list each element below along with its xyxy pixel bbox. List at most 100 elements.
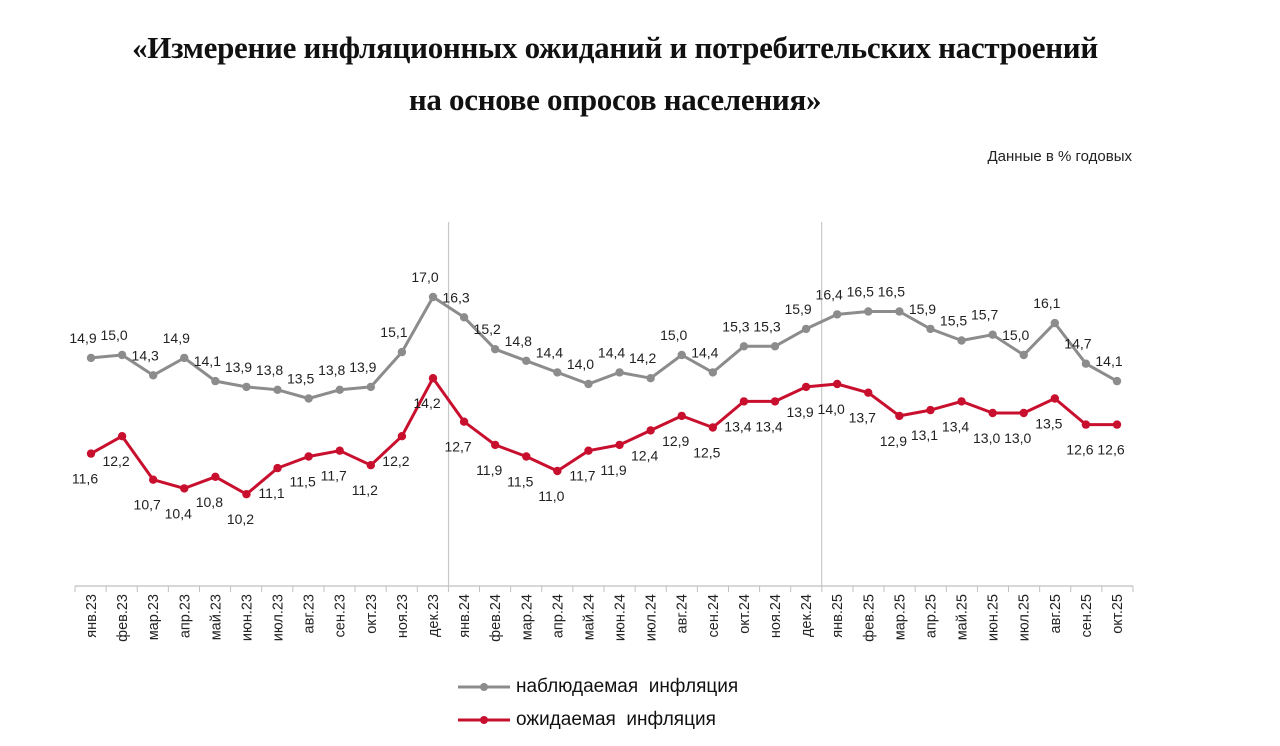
x-tick-label: мар.23 — [146, 594, 162, 640]
data-label-expected: 10,4 — [165, 505, 192, 521]
data-label-observed: 15,0 — [100, 327, 127, 343]
data-point-expected — [615, 440, 624, 450]
series-line-expected — [90, 376, 1117, 496]
x-tick-label: май.24 — [581, 594, 597, 640]
data-point-observed — [1019, 350, 1028, 360]
data-point-expected — [117, 432, 127, 441]
data-label-expected: 13,4 — [724, 418, 751, 434]
data-label-expected: 13,0 — [1004, 430, 1031, 446]
legend-swatch-observed-icon — [458, 683, 510, 691]
x-tick-label: май.23 — [208, 594, 224, 640]
data-point-observed — [304, 394, 313, 403]
data-label-observed: 15,9 — [909, 301, 936, 317]
data-point-expected — [832, 379, 842, 389]
x-tick-label: дек.23 — [426, 594, 442, 637]
data-label-expected: 11,7 — [321, 468, 347, 484]
data-label-observed: 16,5 — [878, 284, 905, 300]
data-label-expected: 14,0 — [818, 401, 845, 417]
data-point-expected — [366, 461, 376, 470]
data-point-expected — [180, 484, 189, 493]
data-point-observed — [708, 368, 718, 377]
x-tick-label: сен.24 — [706, 594, 722, 637]
data-point-expected — [864, 388, 873, 397]
data-point-observed — [615, 368, 624, 377]
data-label-observed: 14,0 — [567, 356, 594, 372]
x-tick-label: дек.24 — [799, 594, 815, 637]
data-point-observed — [490, 345, 500, 354]
x-tick-label: окт.25 — [1110, 594, 1126, 634]
legend-item-expected: ожидаемая инфляция — [456, 709, 716, 731]
x-tick-label: мар.24 — [519, 594, 535, 640]
x-tick-label: авг.25 — [1048, 594, 1064, 633]
x-tick-label: окт.24 — [737, 594, 753, 634]
x-tick-label: сен.23 — [333, 594, 349, 637]
data-label-expected: 11,2 — [352, 482, 378, 498]
data-point-observed — [1050, 318, 1060, 328]
x-tick-label: окт.23 — [364, 594, 380, 634]
data-label-observed: 15,3 — [722, 318, 749, 334]
data-label-expected: 13,5 — [1035, 416, 1062, 432]
data-point-expected — [801, 382, 811, 392]
data-label-observed: 13,8 — [256, 362, 283, 378]
data-point-observed — [397, 347, 407, 357]
data-point-expected — [584, 446, 593, 455]
data-label-observed: 17,0 — [411, 269, 438, 285]
data-point-expected — [739, 397, 749, 406]
series-line-observed — [90, 295, 1118, 400]
data-label-observed: 15,9 — [784, 301, 811, 317]
data-point-observed — [117, 350, 127, 360]
data-label-expected: 12,7 — [444, 439, 471, 455]
data-point-expected — [646, 426, 655, 435]
x-tick-label: авг.23 — [302, 594, 318, 633]
x-tick-label: июл.23 — [271, 594, 287, 641]
data-label-observed: 14,4 — [536, 344, 563, 360]
data-point-expected — [459, 417, 469, 426]
data-point-expected — [677, 411, 686, 421]
data-label-expected: 12,2 — [102, 453, 129, 469]
data-label-expected: 11,5 — [290, 474, 316, 490]
x-tick-label: фев.24 — [488, 594, 504, 642]
data-label-expected: 11,1 — [258, 485, 284, 501]
data-point-expected — [490, 440, 500, 450]
x-tick-label: апр.23 — [177, 594, 193, 638]
data-point-expected — [895, 411, 904, 421]
chart-title-line-2: на основе опросов населения» — [408, 82, 822, 117]
x-tick-label: июн.25 — [986, 594, 1002, 641]
data-label-expected: 12,4 — [631, 447, 658, 463]
data-point-observed — [584, 379, 593, 389]
data-point-expected — [428, 374, 438, 383]
data-point-expected — [86, 449, 96, 458]
data-point-observed — [801, 324, 811, 334]
x-tick-label: ноя.23 — [395, 594, 411, 638]
data-label-expected: 13,4 — [755, 418, 782, 434]
data-label-observed: 14,4 — [598, 344, 625, 360]
x-tick-label: май.25 — [955, 594, 971, 640]
data-label-expected: 13,7 — [849, 410, 876, 426]
data-point-expected — [1112, 420, 1122, 429]
data-point-observed — [770, 342, 780, 351]
x-tick-label: апр.25 — [923, 594, 939, 638]
data-label-expected: 11,9 — [476, 462, 502, 478]
data-point-observed — [211, 376, 220, 386]
data-point-observed — [180, 353, 189, 363]
units-note: Данные в % годовых — [987, 148, 1133, 165]
data-point-observed — [242, 382, 251, 392]
data-point-expected — [770, 397, 780, 406]
data-label-observed: 15,2 — [474, 321, 501, 337]
x-tick-label: июн.24 — [613, 594, 629, 641]
data-point-expected — [553, 466, 562, 476]
data-point-expected — [988, 408, 997, 418]
data-point-expected — [1050, 394, 1060, 403]
legend-swatch-expected-icon — [458, 716, 510, 724]
data-point-observed — [1112, 376, 1122, 386]
data-point-observed — [366, 382, 376, 392]
data-label-expected: 12,6 — [1097, 442, 1124, 458]
data-label-observed: 15,1 — [380, 324, 407, 340]
x-tick-label: фев.23 — [115, 594, 131, 642]
data-label-expected: 10,2 — [227, 511, 254, 527]
data-point-expected — [242, 490, 251, 499]
data-label-expected: 12,5 — [693, 445, 720, 461]
data-label-observed: 14,9 — [69, 330, 96, 346]
data-label-observed: 14,9 — [163, 330, 190, 346]
